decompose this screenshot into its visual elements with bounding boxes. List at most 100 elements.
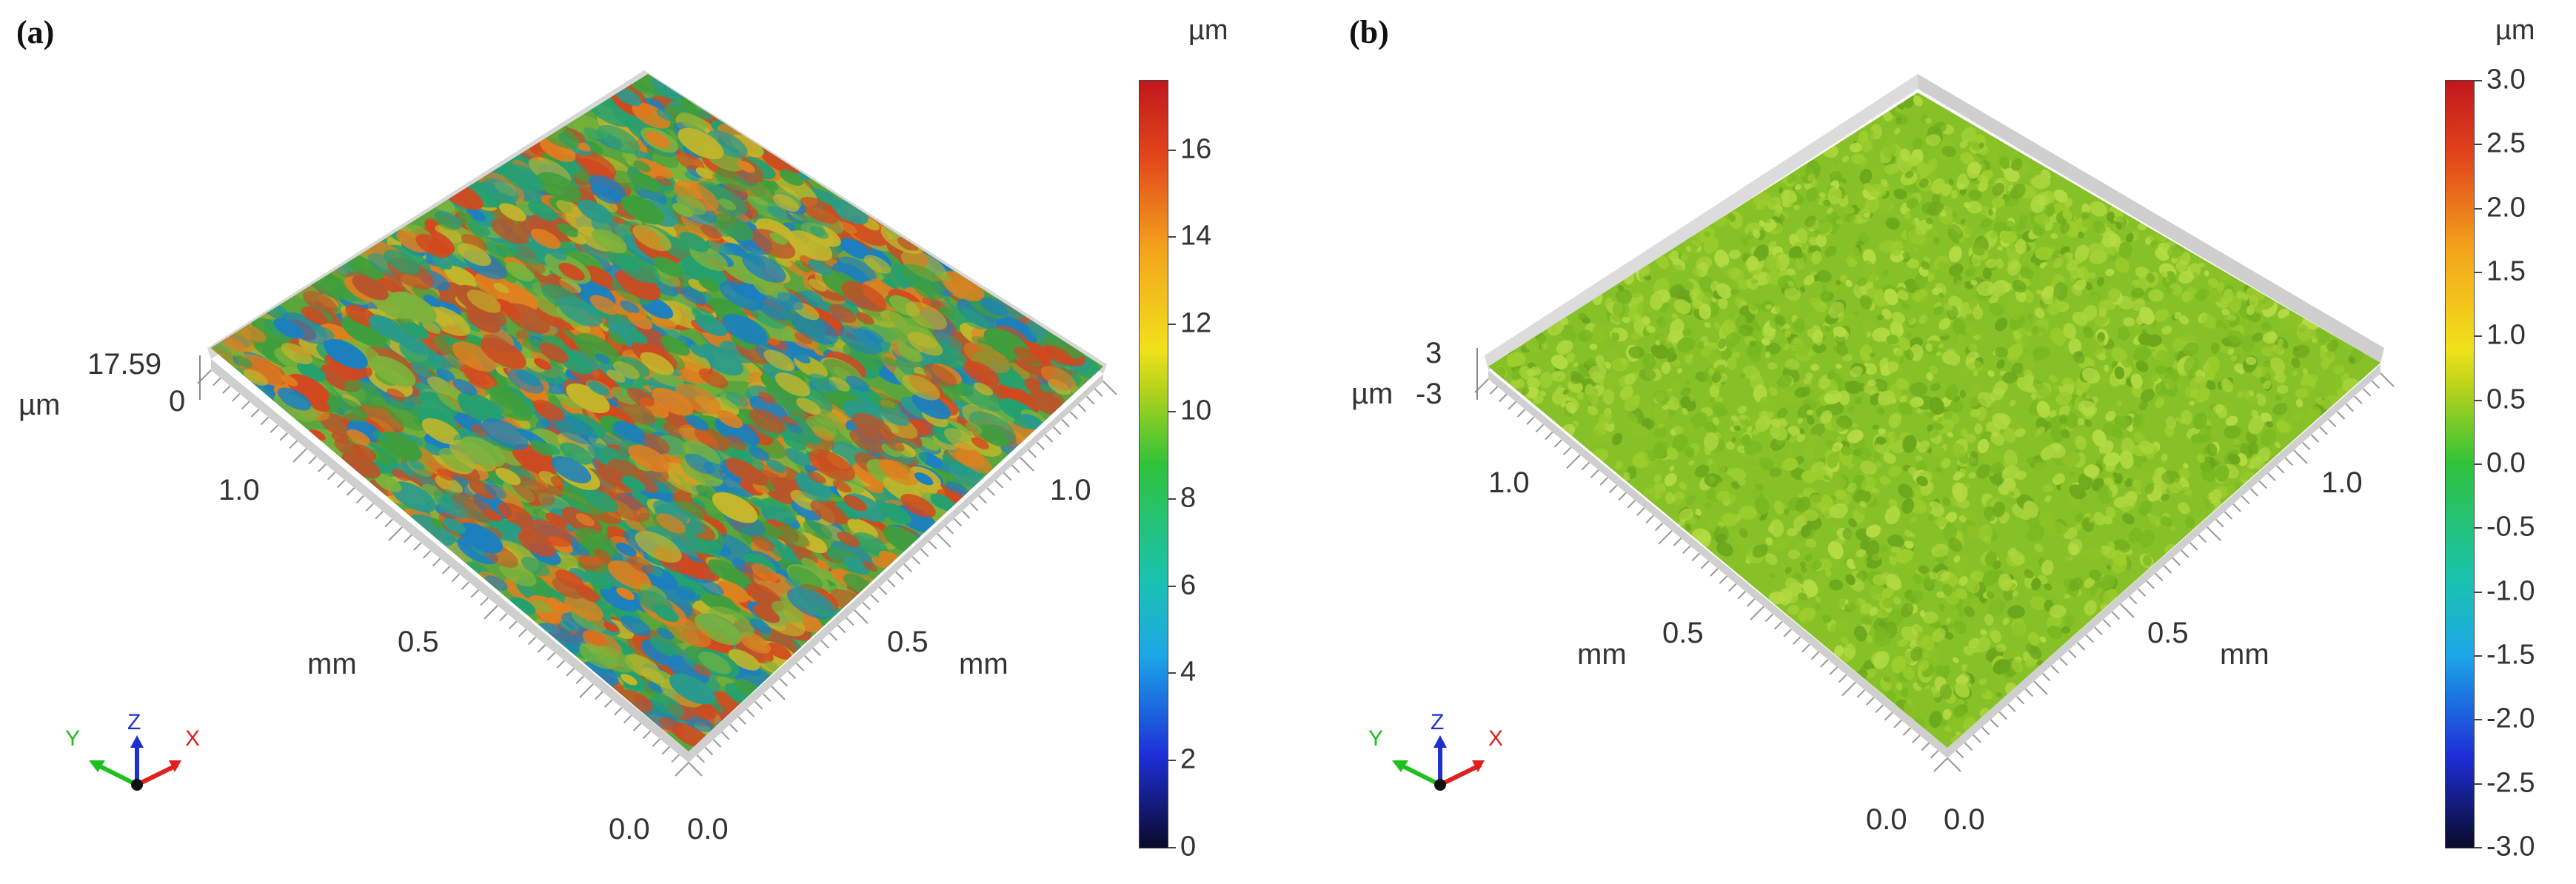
surface-speckle xyxy=(541,335,565,352)
surface-speckle xyxy=(424,443,443,456)
surface-speckle xyxy=(706,130,748,158)
surface-speckle xyxy=(766,384,807,412)
surface-speckle xyxy=(626,329,648,344)
surface-speckle xyxy=(2027,262,2036,269)
surface-speckle xyxy=(919,436,940,451)
surface-speckle xyxy=(1789,435,1796,443)
surface-speckle xyxy=(2034,307,2045,319)
axis-tick xyxy=(388,526,403,541)
surface-speckle xyxy=(438,447,475,472)
surface-speckle xyxy=(2198,262,2205,268)
surface-speckle xyxy=(374,473,402,492)
surface-speckle xyxy=(466,289,501,313)
surface-speckle xyxy=(1887,465,1901,478)
surface-speckle xyxy=(539,343,569,363)
surface-speckle xyxy=(794,260,812,272)
surface-speckle xyxy=(758,498,797,524)
surface-speckle xyxy=(1759,220,1765,227)
surface-speckle xyxy=(588,381,609,396)
surface-speckle xyxy=(1578,312,1588,321)
axis-tick xyxy=(795,663,805,672)
surface-speckle xyxy=(1961,663,1967,672)
axis-tick xyxy=(754,700,763,710)
axis-tick xyxy=(688,762,703,777)
surface-speckle xyxy=(1815,596,1821,603)
surface-speckle xyxy=(2138,500,2152,516)
surface-speckle xyxy=(1940,719,1948,727)
surface-speckle xyxy=(1964,393,1979,407)
surface-speckle xyxy=(1992,413,2010,430)
surface-speckle xyxy=(640,432,670,454)
surface-speckle xyxy=(277,387,312,411)
surface-speckle xyxy=(2048,416,2064,429)
surface-speckle xyxy=(656,109,674,121)
back-wall-right xyxy=(1918,74,2384,363)
axis-tick xyxy=(945,525,954,535)
surface-speckle xyxy=(1737,405,1747,414)
surface-speckle xyxy=(2062,209,2072,221)
triad-z-label: Z xyxy=(127,710,141,734)
panel-label: (b) xyxy=(1349,14,1389,50)
surface-speckle xyxy=(352,444,377,461)
surface-speckle xyxy=(444,265,478,288)
surface-speckle xyxy=(1633,313,1642,321)
surface-speckle xyxy=(2027,324,2041,341)
surface-speckle xyxy=(797,480,832,503)
surface-speckle xyxy=(530,228,561,250)
surface-speckle xyxy=(1869,606,1879,616)
surface-speckle xyxy=(1803,275,1815,286)
surface-speckle xyxy=(1679,481,1687,490)
surface-speckle xyxy=(2178,270,2195,284)
surface-speckle xyxy=(390,481,436,512)
surface-speckle xyxy=(783,434,807,451)
surface-speckle xyxy=(606,369,626,383)
surface-speckle xyxy=(965,422,983,435)
surface-speckle xyxy=(1845,381,1852,389)
surface-speckle xyxy=(1999,156,2010,170)
surface-speckle xyxy=(315,326,335,340)
surface-speckle xyxy=(1995,258,2004,269)
surface-speckle xyxy=(1853,553,1867,571)
surface-speckle xyxy=(592,195,618,212)
surface-speckle xyxy=(583,570,613,590)
axis-tick xyxy=(292,448,307,463)
surface-speckle xyxy=(1890,321,1904,338)
surface-speckle xyxy=(2304,415,2313,424)
colorbar-tick-label: 10 xyxy=(1180,395,1212,426)
surface-speckle xyxy=(552,577,583,599)
surface-speckle xyxy=(1812,325,1821,332)
surface-speckle xyxy=(1688,460,1695,466)
surface-speckle xyxy=(1767,247,1777,255)
surface-speckle xyxy=(1511,378,1525,389)
surface-speckle xyxy=(655,175,672,187)
surface-speckle xyxy=(2135,267,2150,278)
surface-speckle xyxy=(2068,338,2082,355)
surface-speckle xyxy=(498,502,534,527)
axis-tick xyxy=(1028,449,1037,458)
surface-speckle xyxy=(2227,348,2235,355)
surface-speckle xyxy=(1902,666,1915,680)
surface-speckle xyxy=(1952,318,1967,336)
surface-speckle xyxy=(528,201,558,221)
surface-speckle xyxy=(880,278,899,291)
surface-speckle xyxy=(1611,432,1623,446)
axis-tick xyxy=(729,723,738,733)
surface-speckle xyxy=(2255,393,2266,406)
surface-speckle xyxy=(243,369,268,386)
surface-speckle xyxy=(435,224,463,244)
triad-y-label: Y xyxy=(65,726,80,751)
axis-tick xyxy=(213,377,221,386)
surface-speckle xyxy=(653,256,683,277)
surface-speckle xyxy=(1783,344,1790,351)
colorbar-tick-label: 8 xyxy=(1180,482,1197,514)
surface-speckle xyxy=(695,613,742,646)
axis-tick xyxy=(937,533,951,548)
surface-speckle xyxy=(2115,257,2130,273)
surface-speckle xyxy=(914,472,934,486)
axis-tick xyxy=(986,487,995,496)
surface-speckle xyxy=(1960,367,1971,378)
surface-speckle xyxy=(2074,523,2081,531)
surface-speckle xyxy=(879,459,909,480)
surface-speckle xyxy=(808,278,827,292)
surface-speckle xyxy=(658,435,695,461)
